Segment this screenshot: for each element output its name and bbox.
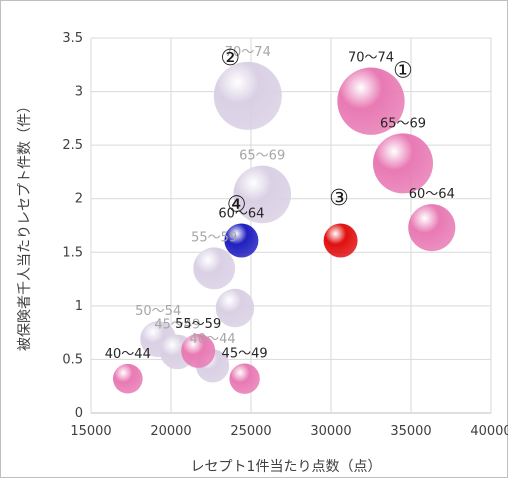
bubble-label: 45〜49 bbox=[222, 347, 268, 362]
bubble bbox=[224, 223, 259, 258]
x-tick-label: 25000 bbox=[230, 424, 271, 439]
bubble-label: 65〜69 bbox=[239, 149, 285, 164]
x-tick-label: 20000 bbox=[150, 424, 191, 439]
y-tick-label: 1 bbox=[75, 299, 83, 314]
y-tick-label: 3.5 bbox=[62, 31, 83, 46]
data-labels: 70〜7465〜6955〜5950〜5445〜4940〜4470〜7465〜69… bbox=[105, 45, 455, 362]
bubble bbox=[181, 333, 216, 368]
bubble-label: 60〜64 bbox=[409, 187, 455, 202]
bubble-label: 45〜49 bbox=[154, 318, 200, 333]
circled-marker: ③ bbox=[329, 186, 349, 211]
bubble bbox=[215, 288, 255, 328]
bubble bbox=[233, 165, 292, 224]
bubble bbox=[112, 363, 143, 394]
circled-marker: ④ bbox=[227, 193, 247, 218]
bubble-label: 60〜64 bbox=[218, 207, 264, 222]
x-tick-label: 40000 bbox=[470, 424, 508, 439]
bubble-label: 70〜74 bbox=[348, 51, 394, 66]
bubble-label: 55〜59 bbox=[175, 317, 221, 332]
y-tick-label: 0 bbox=[75, 406, 83, 421]
bubble bbox=[229, 363, 260, 394]
bubble bbox=[323, 223, 358, 258]
y-axis-title: 被保険者千人当たりレセプト件数（件） bbox=[17, 99, 33, 351]
y-tick-label: 0.5 bbox=[62, 352, 83, 367]
bubbles bbox=[112, 61, 456, 394]
circled-marker: ① bbox=[393, 59, 413, 84]
y-tick-label: 1.5 bbox=[62, 245, 83, 260]
y-tick-label: 2 bbox=[75, 192, 83, 207]
bubble-label: 40〜44 bbox=[190, 332, 236, 347]
circled-markers: ① ② ③ ④ bbox=[220, 46, 413, 218]
bubble bbox=[372, 133, 434, 194]
bubble-label: 55〜59 bbox=[191, 230, 237, 245]
circled-marker: ② bbox=[220, 46, 240, 71]
bubble-label: 50〜54 bbox=[135, 304, 181, 319]
x-axis-title: レセプト1件当たり点数（点） bbox=[191, 459, 382, 475]
bubble bbox=[337, 67, 405, 135]
y-tick-label: 3 bbox=[75, 85, 83, 100]
y-tick-label: 2.5 bbox=[62, 138, 83, 153]
axis-ticks: 0 0.5 1 1.5 2 2.5 3 3.5 15000 20000 25000 30000 3500… bbox=[62, 31, 508, 439]
bubble bbox=[213, 61, 282, 130]
bubble bbox=[408, 204, 456, 252]
x-tick-label: 30000 bbox=[310, 424, 351, 439]
x-tick-label: 15000 bbox=[70, 424, 111, 439]
bubble-label: 70〜74 bbox=[225, 45, 271, 60]
bubble-label: 40〜44 bbox=[105, 347, 151, 362]
bubble bbox=[193, 247, 236, 290]
x-tick-label: 35000 bbox=[390, 424, 431, 439]
bubble-label: 65〜69 bbox=[380, 116, 426, 131]
